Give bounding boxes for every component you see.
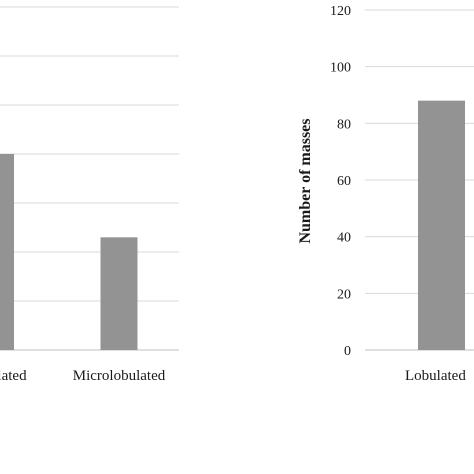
y-tick-label: 60 [337,174,351,189]
right-chart: 0 20 40 60 80 100 120 [330,4,474,359]
y-tick-label: 80 [337,117,351,132]
y-tick-label: 100 [330,61,351,76]
right-bar-0 [418,100,465,351]
y-tick-label: 20 [337,287,351,302]
left-category-label-0: lated [0,368,27,384]
left-category-label-1: Microlobulated [73,368,166,384]
left-bar-0 [0,154,14,350]
right-category-label-0: Lobulated [405,368,466,384]
y-axis-label: Number of masses [297,118,314,243]
y-tick-label: 40 [337,231,351,246]
y-tick-label: 120 [330,4,351,19]
y-tick-label: 0 [344,344,351,359]
left-chart [0,6,179,351]
left-bar-1 [100,237,138,350]
